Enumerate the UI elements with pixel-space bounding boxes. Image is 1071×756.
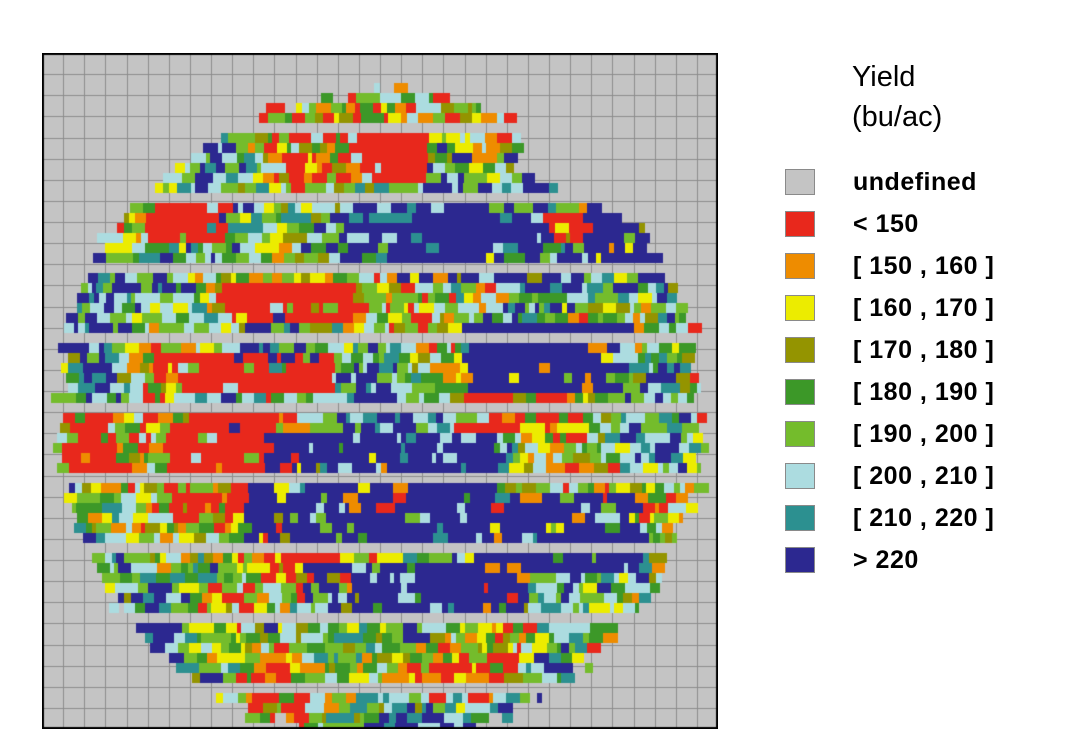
legend-label: [ 160 , 170 ] xyxy=(853,294,995,322)
legend-item-160-170: [ 160 , 170 ] xyxy=(780,294,1060,322)
legend-swatch xyxy=(785,253,815,279)
legend-item-180-190: [ 180 , 190 ] xyxy=(780,378,1060,406)
legend-item-gt-220: > 220 xyxy=(780,546,1060,574)
legend-swatch xyxy=(785,547,815,573)
legend-item-200-210: [ 200 , 210 ] xyxy=(780,462,1060,490)
legend-swatch xyxy=(785,169,815,195)
legend-label: [ 200 , 210 ] xyxy=(853,462,995,490)
legend-units: (bu/ac) xyxy=(852,101,943,133)
legend-item-170-180: [ 170 , 180 ] xyxy=(780,336,1060,364)
legend-swatch xyxy=(785,379,815,405)
legend-swatch xyxy=(785,421,815,447)
legend-label: undefined xyxy=(853,168,977,196)
legend-label: > 220 xyxy=(853,546,919,574)
legend-label: [ 210 , 220 ] xyxy=(853,504,995,532)
yield-map xyxy=(42,53,718,729)
legend-label: [ 190 , 200 ] xyxy=(853,420,995,448)
legend-swatch xyxy=(785,505,815,531)
legend-item-210-220: [ 210 , 220 ] xyxy=(780,504,1060,532)
legend-title: Yield xyxy=(852,61,916,93)
legend-swatch xyxy=(785,211,815,237)
legend-swatch xyxy=(785,295,815,321)
legend-label: [ 180 , 190 ] xyxy=(853,378,995,406)
legend-swatch xyxy=(785,337,815,363)
legend-label: [ 150 , 160 ] xyxy=(853,252,995,280)
legend-item-190-200: [ 190 , 200 ] xyxy=(780,420,1060,448)
legend-item-undefined: undefined xyxy=(780,168,1060,196)
legend-item-lt-150: < 150 xyxy=(780,210,1060,238)
legend-label: < 150 xyxy=(853,210,919,238)
legend-swatch xyxy=(785,463,815,489)
legend-item-150-160: [ 150 , 160 ] xyxy=(780,252,1060,280)
legend-label: [ 170 , 180 ] xyxy=(853,336,995,364)
